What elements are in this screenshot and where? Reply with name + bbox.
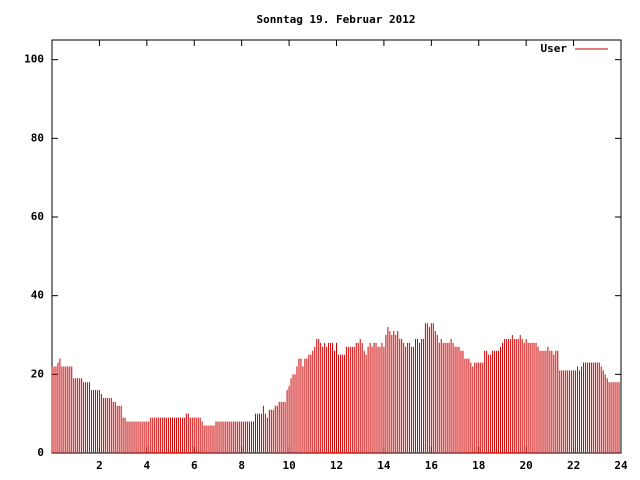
y-tick-label: 60 (31, 210, 44, 223)
y-tick-label: 20 (31, 367, 44, 380)
x-tick-label: 20 (520, 459, 533, 472)
x-tick-label: 10 (282, 459, 295, 472)
y-tick-label: 40 (31, 289, 44, 302)
y-tick-label: 0 (37, 446, 44, 459)
legend-label: User (541, 42, 568, 55)
y-tick-label: 80 (31, 131, 44, 144)
x-tick-label: 8 (238, 459, 245, 472)
x-tick-label: 16 (425, 459, 439, 472)
chart-title: Sonntag 19. Februar 2012 (257, 13, 416, 26)
x-tick-label: 4 (144, 459, 151, 472)
x-tick-label: 24 (614, 459, 628, 472)
x-tick-label: 22 (567, 459, 580, 472)
y-tick-label: 100 (24, 53, 44, 66)
x-tick-label: 18 (472, 459, 485, 472)
x-tick-label: 2 (96, 459, 103, 472)
x-tick-label: 12 (330, 459, 343, 472)
x-tick-label: 14 (377, 459, 391, 472)
x-tick-label: 6 (191, 459, 198, 472)
